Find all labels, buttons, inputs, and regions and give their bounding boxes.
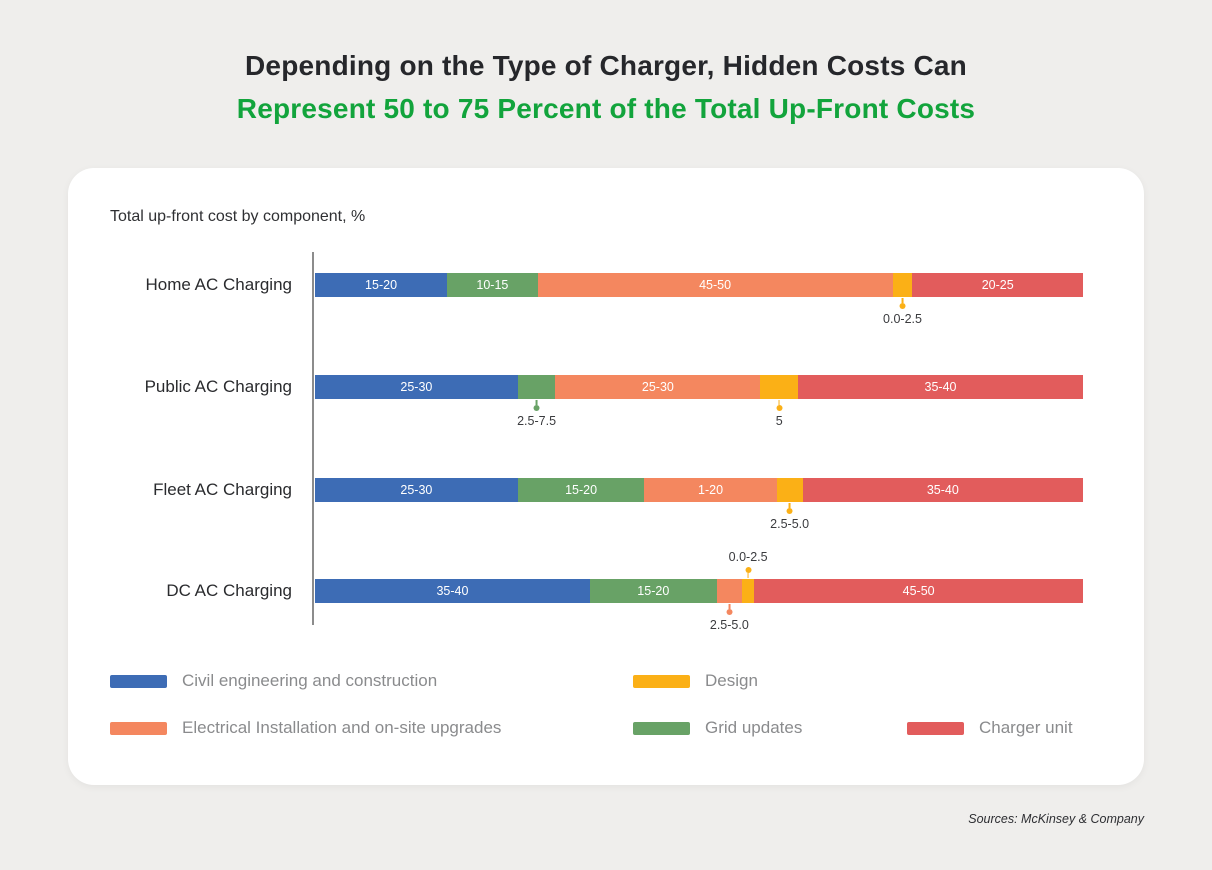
bar-segment-grid[interactable]: 15-20	[589, 579, 717, 603]
y-axis-line	[312, 252, 314, 625]
legend-swatch-civil	[110, 674, 167, 688]
bar-segment-electrical[interactable]: 1-20	[644, 478, 777, 502]
legend-label: Grid updates	[705, 718, 803, 737]
category-label: Fleet AC Charging	[153, 480, 292, 499]
chart-card: Total up-front cost by component, % Home…	[68, 168, 1144, 785]
callout-label: 0.0-2.5	[883, 312, 922, 326]
stacked-bar: 25-30 2.5-7.5 25-30 5 35-40	[315, 375, 1083, 428]
legend-item-grid: Grid updates	[633, 718, 802, 738]
legend-label: Electrical Installation and on-site upgr…	[182, 718, 502, 737]
callout-stem	[728, 604, 731, 609]
callout-stem	[747, 573, 749, 578]
legend-item-charger: Charger unit	[907, 718, 1073, 738]
bar-segment-grid[interactable]	[517, 375, 556, 399]
bar-segment-electrical[interactable]	[716, 579, 742, 603]
category-label: DC AC Charging	[166, 581, 292, 600]
chart-subtitle: Total up-front cost by component, %	[110, 208, 366, 225]
chart-row: Public AC Charging 25-30 2.5-7.5 25-30 5 35-4…	[68, 375, 1144, 428]
chart-row: Home AC Charging 15-20 10-15 45-50 0.0-2.5 20…	[68, 273, 1144, 326]
legend-label: Civil engineering and construction	[182, 671, 438, 690]
infographic: Depending on the Type of Charger, Hidden…	[0, 0, 1212, 826]
callout-design: 5	[776, 400, 783, 428]
legend-item-electrical: Electrical Installation and on-site upgr…	[110, 718, 501, 738]
bar-segment-electrical[interactable]: 45-50	[537, 273, 893, 297]
bar-segment-civil[interactable]: 25-30	[315, 375, 518, 399]
stacked-bar: 25-30 15-20 1-20 2.5-5.0 35-40	[315, 478, 1083, 531]
legend-label: Charger unit	[979, 718, 1073, 737]
callout-grid: 2.5-7.5	[517, 400, 556, 428]
callout-dot	[899, 303, 906, 309]
category-label: Public AC Charging	[144, 377, 292, 396]
bar-segment-civil[interactable]: 25-30	[315, 478, 518, 502]
legend: Civil engineering and construction Design…	[68, 168, 1144, 785]
legend-swatch-charger	[907, 721, 964, 735]
legend-item-civil: Civil engineering and construction	[110, 671, 437, 691]
stacked-bar: 35-40 15-20 2.5-5.0 0.0-2.5 45-50	[315, 550, 1083, 632]
category-label: Home AC Charging	[145, 275, 292, 294]
bar-segment-civil[interactable]: 15-20	[315, 273, 448, 297]
bar-segment-design[interactable]	[776, 478, 803, 502]
chart-row: DC AC Charging 35-40 15-20 2.5-5.0 0.0-2.5 45…	[68, 550, 1144, 632]
bar-segment-charger[interactable]: 20-25	[912, 273, 1083, 297]
source-credit: Sources: McKinsey & Company	[968, 812, 1144, 826]
bar-segment-civil[interactable]: 35-40	[315, 579, 590, 603]
callout-dot	[726, 609, 733, 615]
page-title-line2: Represent 50 to 75 Percent of the Total …	[236, 93, 976, 124]
callout-label: 5	[775, 414, 783, 428]
legend-swatch-grid	[633, 721, 690, 735]
bar-segment-grid[interactable]: 10-15	[447, 273, 538, 297]
callout-stem	[788, 503, 791, 508]
bar-segment-electrical[interactable]: 25-30	[555, 375, 761, 399]
stacked-bar: 15-20 10-15 45-50 0.0-2.5 20-25	[315, 273, 1083, 326]
bar-segment-charger[interactable]: 35-40	[798, 375, 1083, 399]
bar-segment-design[interactable]	[892, 273, 913, 297]
legend-label: Design	[705, 671, 758, 690]
bar-segment-design[interactable]	[742, 579, 755, 603]
chart-area: Home AC Charging 15-20 10-15 45-50 0.0-2.5 20…	[68, 168, 1144, 785]
callout-label: 2.5-5.0	[770, 517, 810, 531]
callout-label: 0.0-2.5	[728, 550, 768, 564]
callout-label: 2.5-7.5	[517, 414, 557, 428]
callout-dot	[786, 508, 793, 514]
callout-dot	[745, 567, 752, 573]
bar-segment-charger[interactable]: 45-50	[754, 579, 1083, 603]
callout-dot	[533, 405, 540, 411]
legend-swatch-design	[633, 674, 690, 688]
bar-segment-grid[interactable]: 15-20	[517, 478, 645, 502]
callout-design: 0.0-2.5	[883, 298, 922, 326]
callout-design: 0.0-2.5	[729, 550, 768, 578]
bar-segment-design[interactable]	[760, 375, 799, 399]
title-block: Depending on the Type of Charger, Hidden…	[0, 0, 1212, 130]
callout-design: 2.5-5.0	[770, 503, 809, 531]
callout-stem	[778, 400, 780, 405]
callout-label: 2.5-5.0	[709, 618, 749, 632]
callout-stem	[535, 400, 538, 405]
callout-dot	[776, 405, 783, 411]
page-title-line1: Depending on the Type of Charger, Hidden…	[245, 50, 967, 81]
callout-stem	[901, 298, 904, 303]
chart-row: Fleet AC Charging 25-30 15-20 1-20 2.5-5.0 35…	[68, 478, 1144, 531]
legend-swatch-electrical	[110, 721, 167, 735]
bar-segment-charger[interactable]: 35-40	[802, 478, 1083, 502]
legend-item-design: Design	[633, 671, 758, 691]
callout-electrical: 2.5-5.0	[710, 604, 749, 632]
